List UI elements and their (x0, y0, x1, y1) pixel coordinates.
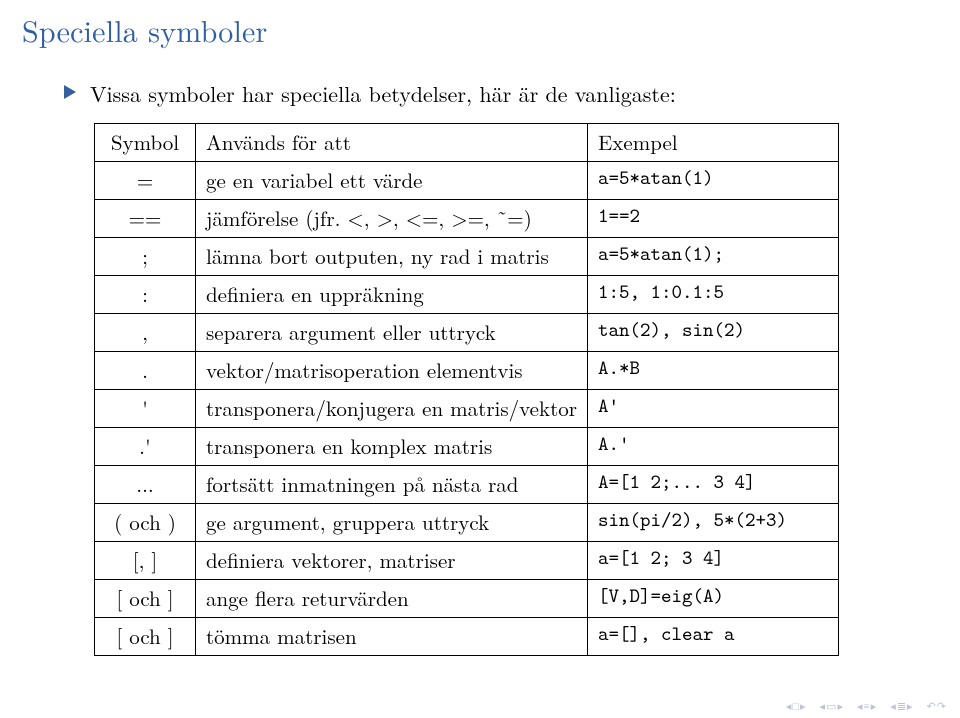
nav-group-appendix: ◂ ≣ ▸ (890, 701, 912, 712)
table-row: [ och ]tömma matrisena=[], clear a (95, 617, 839, 655)
nav-group-section: ◂ ▭ ▸ (820, 701, 843, 712)
cell-example: 1:5, 1:0.1:5 (587, 275, 838, 313)
table-row: .vektor/matrisoperation elementvisA.*B (95, 351, 839, 389)
header-desc: Används för att (196, 123, 588, 161)
cell-symbol: [ och ] (95, 579, 196, 617)
cell-desc: transponera/konjugera en matris/vektor (196, 389, 588, 427)
cell-example: a=5*atan(1) (587, 161, 838, 199)
cell-symbol: ; (95, 237, 196, 275)
table-row: [, ]definiera vektorer, matrisera=[1 2; … (95, 541, 839, 579)
nav-frame-icon[interactable]: □ (792, 701, 799, 712)
nav-lines-icon[interactable]: ≣ (897, 701, 906, 712)
nav-back-icon[interactable]: ◂ (890, 701, 896, 712)
cell-example: A.' (587, 427, 838, 465)
cell-desc: ge argument, gruppera uttryck (196, 503, 588, 541)
slide-title: Speciella symboler (22, 8, 938, 51)
cell-desc: fortsätt inmatningen på nästa rad (196, 465, 588, 503)
nav-section-icon[interactable]: ▭ (826, 701, 836, 712)
cell-desc: separera argument eller uttryck (196, 313, 588, 351)
cell-desc: transponera en komplex matris (196, 427, 588, 465)
cell-symbol: . (95, 351, 196, 389)
cell-desc: definiera vektorer, matriser (196, 541, 588, 579)
cell-desc: jämförelse (jfr. <, >, <=, >=, ˜=) (196, 199, 588, 237)
nav-goback-icon[interactable]: ↶ (927, 701, 936, 712)
nav-bars-icon[interactable]: ≡ (864, 701, 870, 712)
cell-example: a=[], clear a (587, 617, 838, 655)
nav-group-goto: ↶ ↷ (927, 701, 946, 712)
table-row: [ och ]ange flera returvärden[V,D]=eig(A… (95, 579, 839, 617)
table-row: :definiera en uppräkning1:5, 1:0.1:5 (95, 275, 839, 313)
bullet-item: Vissa symboler har speciella betydelser,… (64, 79, 938, 109)
cell-symbol: [ och ] (95, 617, 196, 655)
table-header-row: Symbol Används för att Exempel (95, 123, 839, 161)
cell-example: sin(pi/2), 5*(2+3) (587, 503, 838, 541)
table-row: .'transponera en komplex matrisA.' (95, 427, 839, 465)
cell-desc: ge en variabel ett värde (196, 161, 588, 199)
nav-next-section-icon[interactable]: ▸ (837, 701, 843, 712)
cell-example: 1==2 (587, 199, 838, 237)
cell-example: tan(2), sin(2) (587, 313, 838, 351)
table-row: ( och )ge argument, gruppera uttrycksin(… (95, 503, 839, 541)
beamer-nav-bar: ◂ □ ▸ ◂ ▭ ▸ ◂ ≡ ▸ ◂ ≣ ▸ ↶ ↷ (786, 701, 946, 712)
cell-desc: tömma matrisen (196, 617, 588, 655)
cell-example: A.*B (587, 351, 838, 389)
cell-symbol: ' (95, 389, 196, 427)
cell-example: A=[1 2;... 3 4] (587, 465, 838, 503)
table-row: ;lämna bort outputen, ny rad i matrisa=5… (95, 237, 839, 275)
cell-desc: lämna bort outputen, ny rad i matris (196, 237, 588, 275)
header-symbol: Symbol (95, 123, 196, 161)
nav-first-icon[interactable]: ◂ (786, 701, 792, 712)
table-row: ==jämförelse (jfr. <, >, <=, >=, ˜=)1==2 (95, 199, 839, 237)
cell-example: A' (587, 389, 838, 427)
cell-symbol: , (95, 313, 196, 351)
nav-fwd-icon[interactable]: ▸ (907, 701, 913, 712)
nav-group-subsection: ◂ ≡ ▸ (857, 701, 876, 712)
symbols-table: Symbol Används för att Exempel =ge en va… (94, 123, 839, 656)
table-row: ,separera argument eller uttrycktan(2), … (95, 313, 839, 351)
nav-gofwd-icon[interactable]: ↷ (937, 701, 946, 712)
cell-symbol: == (95, 199, 196, 237)
table-row: ...fortsätt inmatningen på nästa radA=[1… (95, 465, 839, 503)
table-row: =ge en variabel ett värdea=5*atan(1) (95, 161, 839, 199)
cell-symbol: : (95, 275, 196, 313)
cell-symbol: .' (95, 427, 196, 465)
cell-example: [V,D]=eig(A) (587, 579, 838, 617)
cell-example: a=[1 2; 3 4] (587, 541, 838, 579)
cell-symbol: = (95, 161, 196, 199)
cell-example: a=5*atan(1); (587, 237, 838, 275)
nav-prev-section-icon[interactable]: ◂ (820, 701, 826, 712)
cell-desc: definiera en uppräkning (196, 275, 588, 313)
bullet-text: Vissa symboler har speciella betydelser,… (90, 79, 676, 109)
cell-symbol: [, ] (95, 541, 196, 579)
table-row: 'transponera/konjugera en matris/vektorA… (95, 389, 839, 427)
nav-next-icon[interactable]: ▸ (800, 701, 806, 712)
nav-prev-sub-icon[interactable]: ◂ (857, 701, 863, 712)
cell-desc: vektor/matrisoperation elementvis (196, 351, 588, 389)
triangle-icon (64, 85, 76, 99)
nav-group-frame: ◂ □ ▸ (786, 701, 806, 712)
cell-symbol: ... (95, 465, 196, 503)
slide-container: Speciella symboler Vissa symboler har sp… (0, 0, 960, 656)
header-example: Exempel (587, 123, 838, 161)
cell-desc: ange flera returvärden (196, 579, 588, 617)
cell-symbol: ( och ) (95, 503, 196, 541)
nav-next-sub-icon[interactable]: ▸ (871, 701, 877, 712)
